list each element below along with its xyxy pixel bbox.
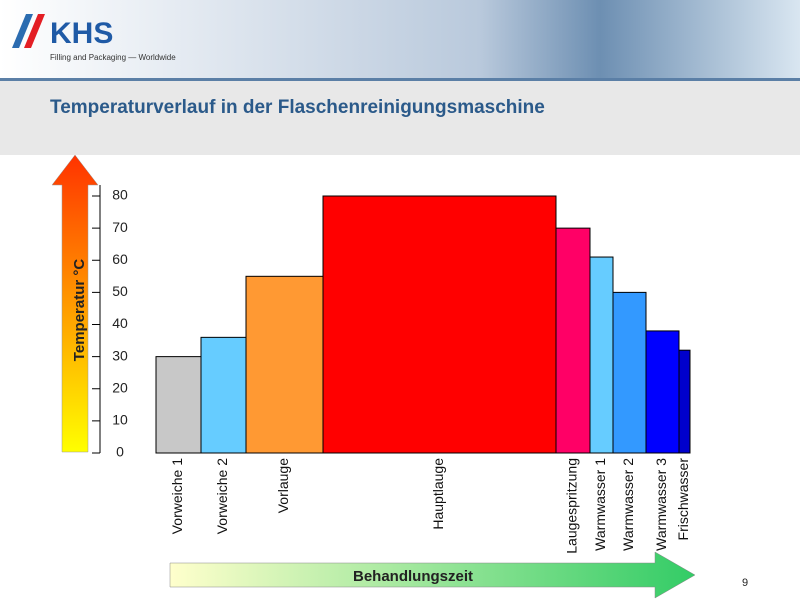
bar [155,356,202,454]
y-tick-label: 80 [112,187,128,203]
y-tick-label: 20 [112,379,128,395]
y-tick-label: 70 [112,219,128,235]
x-tick-label: Warmwasser 1 [592,458,608,551]
y-tick-label: 10 [112,412,128,428]
x-tick-label: Warmwasser 3 [653,458,669,551]
x-tick-label: Vorweiche 1 [169,458,185,534]
x-tick-label: Vorlauge [275,458,291,513]
bar [245,275,324,454]
x-tick-label: Warmwasser 2 [620,458,636,551]
x-tick-label: Hauptlauge [430,458,446,530]
y-axis-title: Temperatur °C [71,259,88,362]
bar [612,291,647,454]
x-tick-label: Laugespritzung [564,458,580,554]
bar [678,349,691,454]
page-number: 9 [742,577,748,589]
y-tick-label: 30 [112,347,128,363]
banner-rule [0,78,800,81]
x-tick-label: Frischwasser [675,458,691,541]
bar [200,336,247,454]
y-tick-label: 60 [112,251,128,267]
bar [645,330,680,454]
bar [589,256,614,454]
logo-mark [12,14,45,48]
x-axis-title: Behandlungszeit [353,568,473,585]
y-tick-label: 40 [112,315,128,331]
logo: KHS [50,17,113,50]
tagline: Filling and Packaging — Worldwide [50,53,176,62]
y-tick-label: 50 [112,283,128,299]
bar [322,195,557,454]
banner [0,0,800,80]
bar [555,227,591,454]
y-tick-label: 0 [116,444,124,460]
time-arrow [169,551,696,599]
title-band [0,81,800,155]
slide-title: Temperaturverlauf in der Flaschenreinigu… [50,97,545,118]
x-tick-label: Vorweiche 2 [214,458,230,534]
temperature-arrow [51,154,99,453]
